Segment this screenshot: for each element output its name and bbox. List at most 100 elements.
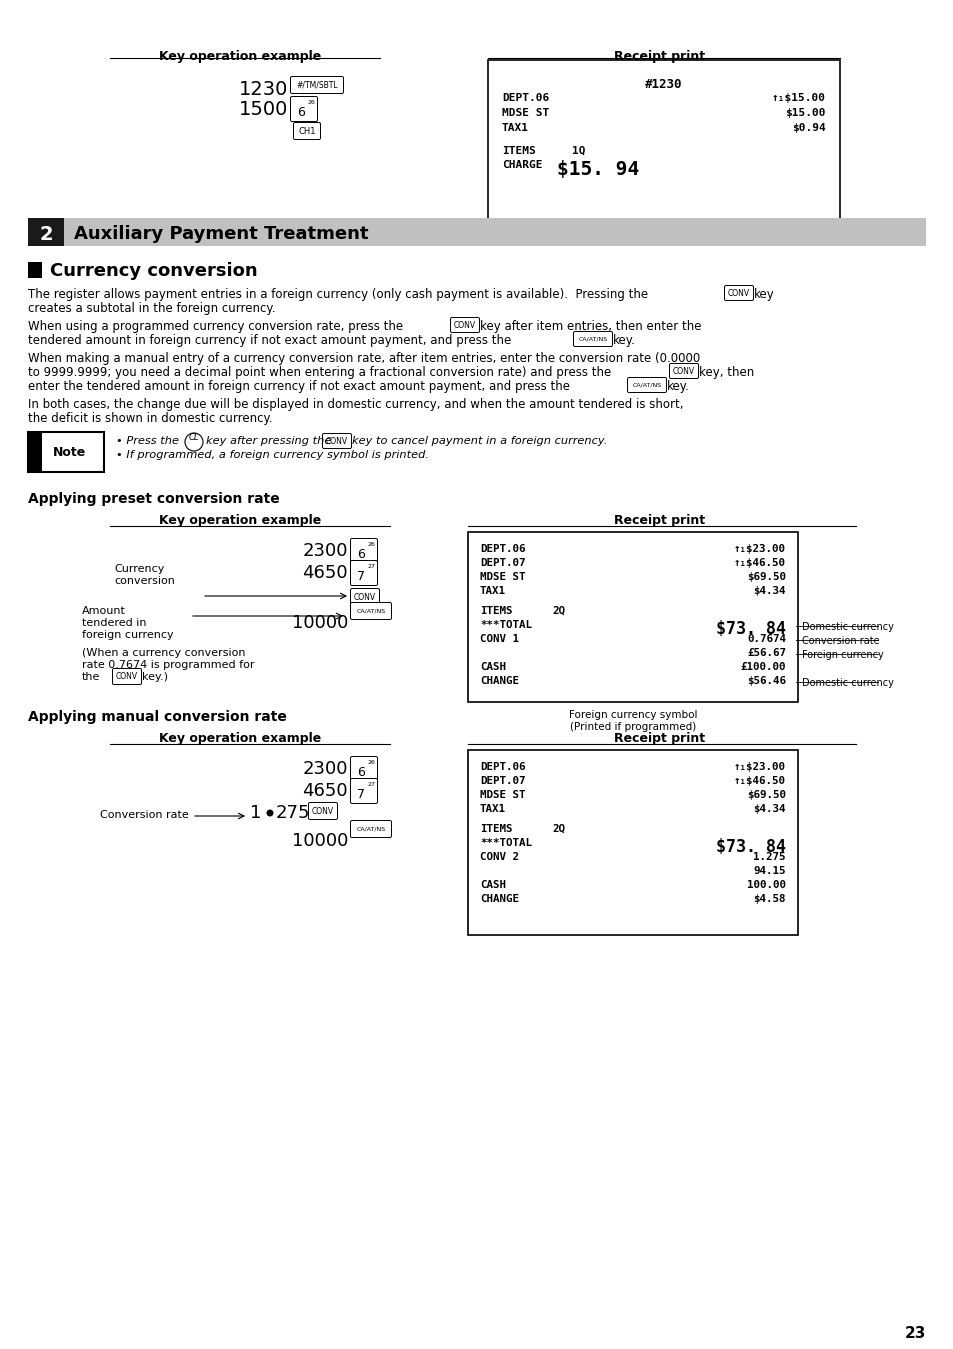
Text: CONV 2: CONV 2 xyxy=(479,851,518,862)
Text: TAX1: TAX1 xyxy=(479,585,505,596)
Text: 26: 26 xyxy=(367,542,375,548)
Text: Key operation example: Key operation example xyxy=(159,514,321,527)
Text: 6: 6 xyxy=(356,766,365,778)
Text: CONV: CONV xyxy=(326,437,348,445)
Text: key after item entries, then enter the: key after item entries, then enter the xyxy=(479,320,700,333)
Text: CASH: CASH xyxy=(479,661,505,672)
Text: CA/AT/NS: CA/AT/NS xyxy=(356,827,385,831)
Text: key: key xyxy=(753,287,774,301)
Text: ***TOTAL: ***TOTAL xyxy=(479,619,532,630)
Text: $69.50: $69.50 xyxy=(746,791,785,800)
Text: 26: 26 xyxy=(367,761,375,765)
Bar xyxy=(28,262,42,278)
Text: 94.15: 94.15 xyxy=(753,866,785,876)
Text: ↑₁$23.00: ↑₁$23.00 xyxy=(733,544,785,554)
Text: key.: key. xyxy=(666,380,689,393)
Text: 100.00: 100.00 xyxy=(746,880,785,889)
Text: ITEMS: ITEMS xyxy=(501,146,536,155)
Text: CA/AT/NS: CA/AT/NS xyxy=(632,383,660,387)
FancyBboxPatch shape xyxy=(350,588,379,606)
Text: In both cases, the change due will be displayed in domestic currency, and when t: In both cases, the change due will be di… xyxy=(28,398,682,411)
FancyBboxPatch shape xyxy=(723,286,753,301)
Text: DEPT.06: DEPT.06 xyxy=(501,93,549,103)
Text: ↑₁$46.50: ↑₁$46.50 xyxy=(733,776,785,786)
FancyBboxPatch shape xyxy=(294,123,320,139)
Text: 27: 27 xyxy=(367,782,375,788)
Text: Receipt print: Receipt print xyxy=(614,514,705,527)
Text: Receipt print: Receipt print xyxy=(614,50,705,63)
Text: 4650: 4650 xyxy=(302,564,348,581)
Text: 23: 23 xyxy=(903,1326,925,1341)
FancyBboxPatch shape xyxy=(112,669,141,684)
Text: Domestic currency: Domestic currency xyxy=(801,677,893,688)
FancyBboxPatch shape xyxy=(350,538,377,564)
Text: CONV: CONV xyxy=(354,592,375,602)
Text: • If programmed, a foreign currency symbol is printed.: • If programmed, a foreign currency symb… xyxy=(116,451,429,460)
Text: the: the xyxy=(82,672,100,683)
Text: 1230: 1230 xyxy=(238,80,288,98)
Text: $4.34: $4.34 xyxy=(753,585,785,596)
Text: #/TM/SBTL: #/TM/SBTL xyxy=(295,81,337,89)
Text: 2300: 2300 xyxy=(302,542,348,560)
Text: $56.46: $56.46 xyxy=(746,676,785,685)
Text: When using a programmed currency conversion rate, press the: When using a programmed currency convers… xyxy=(28,320,403,333)
Bar xyxy=(468,532,797,701)
Text: TAX1: TAX1 xyxy=(479,804,505,813)
Text: 275: 275 xyxy=(275,804,310,822)
Text: (When a currency conversion: (When a currency conversion xyxy=(82,648,245,658)
Text: CA/AT/NS: CA/AT/NS xyxy=(578,336,607,341)
Text: £100.00: £100.00 xyxy=(740,661,785,672)
Text: ↑₁$46.50: ↑₁$46.50 xyxy=(733,558,785,568)
FancyBboxPatch shape xyxy=(350,757,377,781)
Circle shape xyxy=(266,809,274,816)
Text: The register allows payment entries in a foreign currency (only cash payment is : The register allows payment entries in a… xyxy=(28,287,647,301)
Text: 2Q: 2Q xyxy=(552,606,564,615)
FancyBboxPatch shape xyxy=(669,363,698,379)
Text: creates a subtotal in the foreign currency.: creates a subtotal in the foreign curren… xyxy=(28,302,275,316)
Text: When making a manual entry of a currency conversion rate, after item entries, en: When making a manual entry of a currency… xyxy=(28,352,700,366)
FancyBboxPatch shape xyxy=(350,603,391,619)
Bar xyxy=(28,219,925,246)
Text: Key operation example: Key operation example xyxy=(159,733,321,745)
Text: Auxiliary Payment Treatment: Auxiliary Payment Treatment xyxy=(74,225,368,243)
Text: CL: CL xyxy=(189,433,199,442)
Text: 1Q: 1Q xyxy=(572,146,585,155)
Bar xyxy=(488,59,840,223)
Text: tendered amount in foreign currency if not exact amount payment, and press the: tendered amount in foreign currency if n… xyxy=(28,335,511,347)
Text: 2Q: 2Q xyxy=(552,824,564,834)
Text: $15. 94: $15. 94 xyxy=(557,161,639,179)
FancyBboxPatch shape xyxy=(350,560,377,585)
Text: CH1: CH1 xyxy=(298,127,315,135)
Text: 7: 7 xyxy=(356,788,365,801)
Text: CHANGE: CHANGE xyxy=(479,893,518,904)
Text: 2: 2 xyxy=(39,224,52,244)
Text: 10000: 10000 xyxy=(292,832,348,850)
Bar xyxy=(28,432,42,472)
Text: ↑₁$23.00: ↑₁$23.00 xyxy=(733,762,785,772)
Text: DEPT.06: DEPT.06 xyxy=(479,762,525,772)
FancyBboxPatch shape xyxy=(322,433,351,448)
Text: CA/AT/NS: CA/AT/NS xyxy=(356,608,385,614)
Text: Amount: Amount xyxy=(82,606,126,616)
Text: the deficit is shown in domestic currency.: the deficit is shown in domestic currenc… xyxy=(28,411,273,425)
Text: 10000: 10000 xyxy=(292,614,348,631)
Text: MDSE ST: MDSE ST xyxy=(501,108,549,117)
Text: MDSE ST: MDSE ST xyxy=(479,572,525,581)
FancyBboxPatch shape xyxy=(450,317,479,332)
Text: to 9999.9999; you need a decimal point when entering a fractional conversion rat: to 9999.9999; you need a decimal point w… xyxy=(28,366,611,379)
Text: 26: 26 xyxy=(308,100,315,105)
Text: $4.58: $4.58 xyxy=(753,893,785,904)
Text: 6: 6 xyxy=(297,105,305,119)
Text: conversion: conversion xyxy=(113,576,174,585)
Text: CHARGE: CHARGE xyxy=(501,161,542,170)
FancyBboxPatch shape xyxy=(291,97,317,121)
Text: key to cancel payment in a foreign currency.: key to cancel payment in a foreign curre… xyxy=(352,436,607,447)
Text: 7: 7 xyxy=(356,569,365,583)
FancyBboxPatch shape xyxy=(308,803,337,819)
Bar xyxy=(468,750,797,935)
Text: 1: 1 xyxy=(250,804,261,822)
Text: • Press the: • Press the xyxy=(116,436,179,447)
Text: tendered in: tendered in xyxy=(82,618,147,629)
Text: CONV 1: CONV 1 xyxy=(479,634,518,643)
Text: CONV: CONV xyxy=(727,289,749,298)
